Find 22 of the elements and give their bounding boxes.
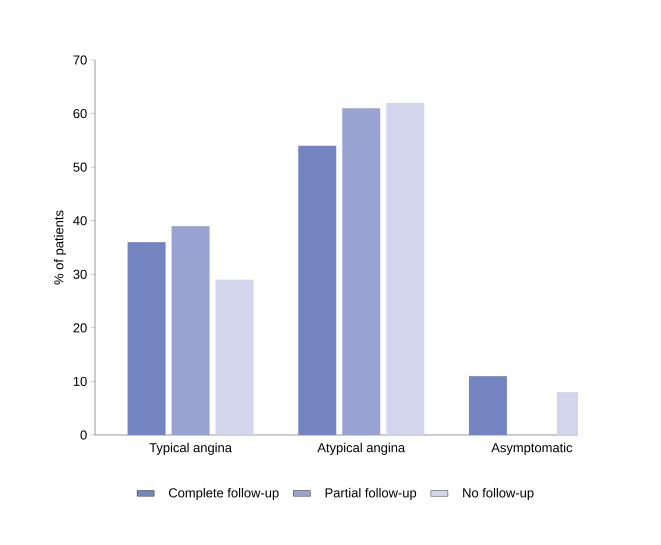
y-tick-label: 60 [73,108,87,118]
x-tick-label: Asymptomatic [491,442,572,455]
y-tick-label: 0 [80,430,87,440]
bar [468,376,507,435]
bar [216,280,254,435]
x-tick-label: Typical angina [149,442,232,455]
bar [128,242,166,435]
bar [342,108,380,435]
legend-label: Complete follow-up [168,488,279,500]
y-axis-title: % of patients [54,210,66,284]
y-tick-label: 70 [73,55,87,65]
y-tick-label: 40 [73,216,87,226]
x-tick-label: Atypical angina [317,442,406,455]
bar [298,146,336,435]
legend-label: No follow-up [463,488,534,500]
y-tick-label: 20 [73,323,87,332]
y-tick-label: 50 [73,162,87,172]
y-tick-label: 10 [74,376,87,386]
bar [386,102,424,435]
legend-label: Partial follow-up [326,488,416,500]
y-tick-label: 30 [73,270,87,279]
bar [172,226,210,435]
